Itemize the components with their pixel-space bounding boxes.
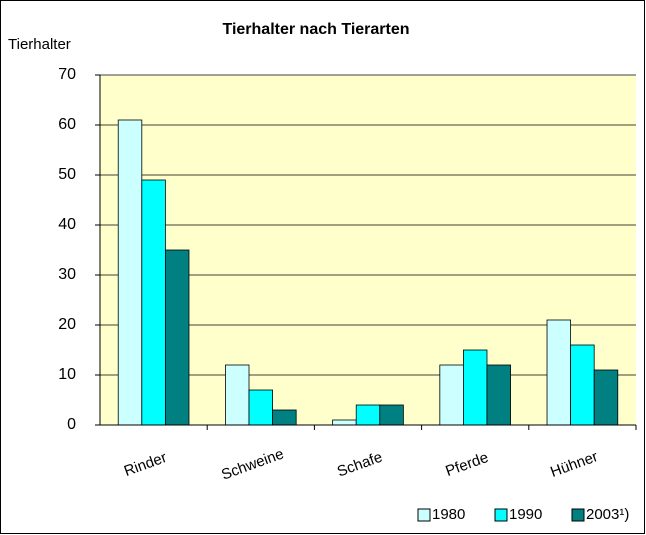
bar: [439, 364, 464, 426]
bar: [546, 319, 572, 426]
legend-swatch: [417, 508, 431, 522]
bar: [332, 419, 357, 426]
bar: [117, 119, 143, 426]
bar: [593, 369, 619, 426]
bar: [164, 249, 190, 426]
y-tick-label: 40: [58, 216, 76, 233]
bar: [225, 364, 250, 426]
y-tick-label: 20: [58, 316, 76, 333]
bar: [355, 404, 381, 426]
legend-swatch: [571, 508, 585, 522]
y-tick-label: 50: [58, 166, 76, 183]
bar: [486, 364, 511, 426]
y-tick-label: 60: [58, 116, 76, 133]
y-tick-label: 10: [58, 366, 76, 383]
y-tick-label: 30: [58, 266, 76, 283]
bar: [379, 404, 404, 426]
chart-title: Tierhalter nach Tierarten: [222, 21, 409, 38]
bar: [463, 349, 488, 426]
y-axis-label: Tierhalter: [8, 36, 71, 53]
bar: [248, 389, 273, 426]
bar: [570, 344, 595, 426]
bar: [272, 409, 297, 426]
y-tick-label: 0: [67, 416, 76, 433]
legend-label: 1980: [432, 506, 465, 523]
legend-label: 1990: [509, 506, 542, 523]
y-tick-label: 70: [58, 66, 76, 83]
legend-swatch: [494, 508, 508, 522]
legend-label: 2003¹): [586, 506, 629, 523]
bar: [141, 179, 166, 426]
